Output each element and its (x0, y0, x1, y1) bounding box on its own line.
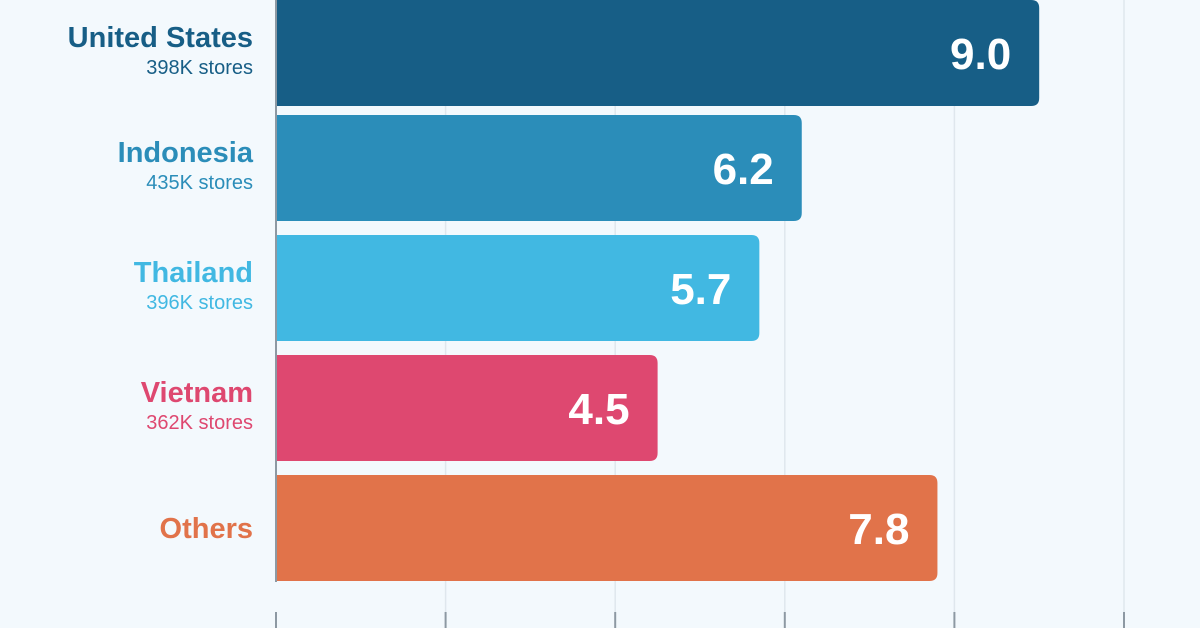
category-label: Others (160, 513, 253, 545)
bar-others (276, 475, 938, 581)
value-label: 4.5 (568, 385, 629, 434)
value-label: 6.2 (713, 145, 774, 194)
category-subtitle: 362K stores (146, 412, 253, 434)
value-label: 5.7 (670, 265, 731, 314)
value-label: 9.0 (950, 30, 1011, 79)
bars (276, 0, 1040, 581)
category-subtitle: 396K stores (146, 292, 253, 314)
category-subtitle: 398K stores (146, 57, 253, 79)
category-label: Thailand (134, 257, 253, 289)
category-label: United States (68, 22, 253, 54)
bar-united-states (276, 0, 1040, 106)
bar-vietnam (276, 355, 658, 461)
bar-indonesia (276, 115, 802, 221)
category-label: Vietnam (141, 377, 253, 409)
value-label: 7.8 (848, 505, 909, 554)
category-labels: United States 398K stores Indonesia 435K st… (68, 22, 254, 545)
category-label: Indonesia (118, 137, 254, 169)
value-axis (275, 0, 1125, 628)
category-subtitle: 435K stores (146, 172, 253, 194)
bar-thailand (276, 235, 760, 341)
value-labels: 9.0 6.2 5.7 4.5 7.8 (568, 30, 1011, 554)
